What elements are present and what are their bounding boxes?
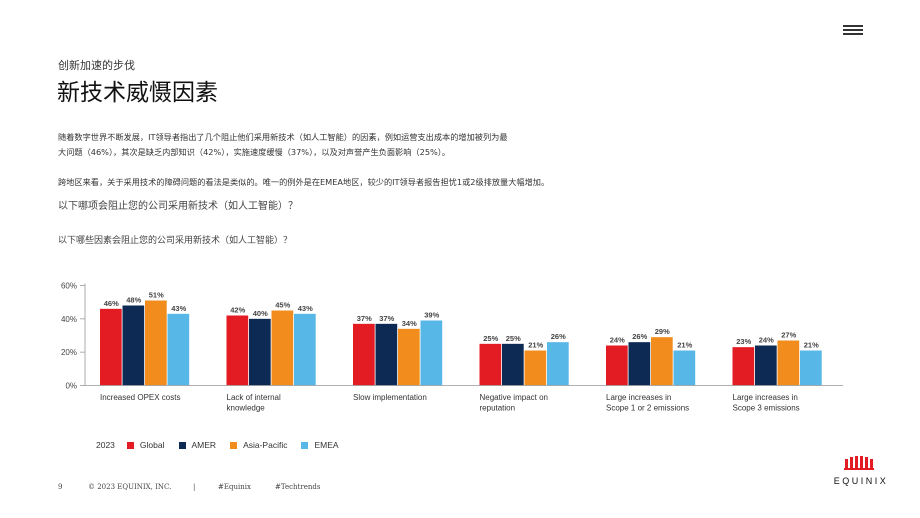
bar (353, 323, 375, 386)
x-tick-label: Large increases in (733, 393, 798, 402)
legend-label-asia-pacific: Asia-Pacific (243, 440, 288, 450)
bar (100, 308, 122, 386)
bar (122, 305, 145, 386)
hamburger-menu-icon[interactable] (843, 23, 863, 37)
section-kicker: 创新加速的步伐 (58, 59, 135, 72)
legend-swatch-amer (178, 441, 186, 449)
data-label: 26% (632, 332, 647, 341)
data-label: 24% (759, 336, 774, 345)
data-label: 26% (551, 332, 566, 341)
bar-chart: 0% 20% 40% 60% 46% 48% 51% 43% Increased OPEX co… (61, 282, 843, 413)
data-label: 37% (357, 314, 372, 323)
data-label: 29% (655, 327, 670, 336)
data-label: 25% (506, 334, 521, 343)
bar (249, 318, 271, 386)
legend-swatch-emea (301, 441, 309, 449)
footer-separator: | (193, 483, 196, 491)
bar (673, 350, 696, 386)
bar (732, 347, 755, 386)
legend-item-global: Global (126, 440, 165, 450)
bar (628, 342, 651, 386)
y-tick-label: 0% (65, 382, 77, 391)
legend-label-emea: EMEA (314, 440, 339, 450)
data-label: 46% (104, 299, 119, 308)
legend-label-amer: AMER (191, 440, 217, 450)
bar (398, 328, 420, 386)
intro-paragraph: 随着数字世界不断发展，IT领导者指出了几个阻止他们采用新技术（如人工智能）的因素… (58, 130, 668, 160)
x-tick-label: Negative impact on (480, 393, 548, 402)
question-2: 以下哪些因素会阻止您的公司采用新技术（如人工智能）？ (58, 236, 293, 246)
regional-paragraph: 跨地区来看，关于采用技术的障碍问题的看法是类似的。唯一的例外是在EMEA地区，较… (58, 177, 550, 187)
bar (226, 315, 249, 386)
equinix-logo-icon (844, 456, 874, 470)
x-tick-label: Increased OPEX costs (100, 393, 180, 402)
data-label: 23% (736, 337, 751, 346)
bar (606, 345, 628, 386)
bar (524, 350, 547, 386)
data-label: 27% (781, 331, 796, 340)
bar (651, 337, 673, 386)
x-tick-label: reputation (480, 404, 516, 413)
legend-item-emea: EMEA (301, 440, 339, 450)
data-label: 43% (298, 304, 313, 313)
copyright: © 2023 EQUINIX, INC. (88, 483, 172, 491)
data-label: 25% (483, 334, 498, 343)
legend-swatch-asia-pacific (230, 441, 238, 449)
data-label: 24% (610, 336, 625, 345)
x-tick-label: Scope 1 or 2 emissions (606, 404, 689, 413)
data-label: 21% (804, 341, 819, 350)
legend-year: 2023 (96, 440, 115, 450)
hashtag-techtrends: #Techtrends (275, 483, 321, 491)
data-label: 51% (149, 291, 164, 300)
data-label: 39% (424, 311, 439, 320)
intro-line-1: 随着数字世界不断发展，IT领导者指出了几个阻止他们采用新技术（如人工智能）的因素… (58, 132, 508, 142)
data-label: 34% (402, 319, 417, 328)
logo-text: EQUINIX (833, 476, 889, 486)
bar (800, 350, 822, 386)
hashtag-equinix: #Equinix (218, 483, 251, 491)
bar (420, 320, 443, 386)
bar (145, 300, 167, 386)
x-tick-label: knowledge (227, 404, 266, 413)
chart-legend: 2023 Global AMER Asia-Pacific EMEA (96, 440, 353, 450)
bar (479, 343, 502, 386)
data-label: 40% (253, 309, 268, 318)
legend-swatch-global (126, 441, 134, 449)
equinix-logo: EQUINIX (829, 456, 893, 486)
bar (547, 342, 569, 386)
data-label: 42% (230, 306, 245, 315)
page-title: 新技术威慑因素 (57, 80, 218, 106)
data-label: 43% (171, 304, 186, 313)
intro-line-2: 大问题（46%），其次是缺乏内部知识（42%），实施速度缓慢（37%），以及对声… (58, 147, 451, 157)
bar (167, 313, 190, 386)
page-number: 9 (58, 483, 63, 491)
bar (502, 343, 524, 386)
bar (755, 345, 777, 386)
y-tick-label: 40% (61, 315, 77, 324)
x-tick-label: Lack of internal (227, 393, 281, 402)
y-tick-label: 20% (61, 348, 77, 357)
bar (375, 323, 398, 386)
data-label: 21% (677, 341, 692, 350)
data-label: 37% (379, 314, 394, 323)
legend-label-global: Global (139, 440, 165, 450)
data-label: 45% (275, 301, 290, 310)
y-tick-label: 60% (61, 282, 77, 291)
legend-item-asia-pacific: Asia-Pacific (230, 440, 287, 450)
x-tick-label: Slow implementation (353, 393, 427, 402)
bar (271, 310, 294, 386)
bar (294, 313, 316, 386)
x-tick-label: Scope 3 emissions (733, 404, 800, 413)
legend-item-amer: AMER (178, 440, 217, 450)
question-1: 以下哪项会阻止您的公司采用新技术（如人工智能）？ (58, 201, 298, 212)
bar (777, 340, 800, 386)
data-label: 21% (528, 341, 543, 350)
data-label: 48% (126, 296, 141, 305)
x-tick-label: Large increases in (606, 393, 671, 402)
